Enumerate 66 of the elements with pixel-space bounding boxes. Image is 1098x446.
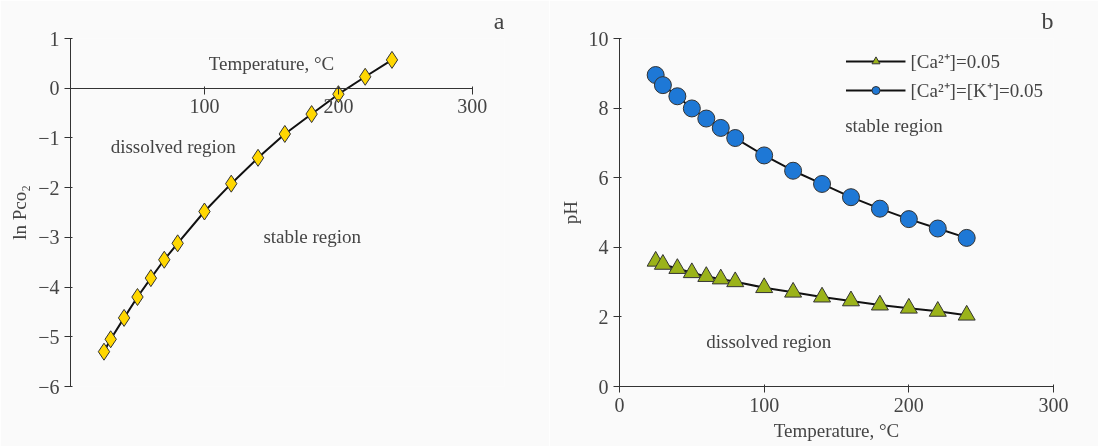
point (784, 281, 803, 298)
y-tick-label: −4 (38, 276, 60, 299)
x-tick-label: 300 (1038, 393, 1069, 416)
y-tick-label: 0 (49, 77, 60, 100)
y-tick-label: −2 (38, 176, 60, 199)
point (144, 269, 158, 288)
x-tick-label: 0 (614, 393, 625, 416)
point (97, 342, 111, 361)
annotation: dissolved region (706, 330, 832, 352)
chart-title: b (1041, 7, 1054, 34)
y-tick-label: −3 (38, 226, 60, 249)
y-axis-title: ln Pco₂ (9, 185, 31, 240)
y-axis-title: pH (559, 200, 581, 225)
point (653, 76, 672, 95)
point (726, 271, 745, 288)
point (870, 199, 889, 218)
x-tick-label: 200 (323, 95, 354, 118)
legend-label: [Ca²⁺]=0.05 (910, 50, 1000, 74)
y-tick-label: 1 (49, 27, 60, 50)
point (711, 118, 730, 137)
point (784, 161, 803, 180)
y-tick-label: −1 (38, 126, 60, 149)
point (682, 262, 701, 279)
point (755, 146, 774, 165)
x-axis-title: Temperature, °C (773, 419, 900, 441)
point (251, 148, 265, 167)
y-tick-label: 8 (598, 97, 609, 120)
y-tick-label: −6 (38, 375, 60, 398)
legend-label: [Ca²⁺]=[K⁺]=0.05 (910, 79, 1043, 103)
y-tick-label: 0 (598, 375, 609, 398)
point (813, 286, 832, 303)
point (870, 294, 889, 311)
x-tick-label: 300 (457, 95, 488, 118)
x-tick-label: 100 (749, 393, 780, 416)
point (957, 304, 976, 321)
y-tick-label: 2 (598, 305, 609, 328)
y-tick-label: 10 (588, 27, 609, 50)
y-tick-label: 4 (598, 236, 609, 259)
point (755, 277, 774, 294)
point (117, 308, 131, 327)
point (385, 50, 399, 69)
annotation: stable region (845, 114, 944, 136)
point (813, 174, 832, 193)
x-tick-label: 100 (189, 95, 220, 118)
point (711, 268, 730, 285)
annotation: stable region (263, 226, 362, 248)
point (682, 99, 701, 118)
x-axis-title: Temperature, °C (208, 53, 335, 75)
point (957, 228, 976, 247)
point (841, 290, 860, 307)
annotation: dissolved region (110, 135, 237, 157)
point (899, 297, 918, 314)
point (697, 266, 716, 282)
point (697, 109, 716, 128)
point (899, 210, 918, 229)
point (841, 188, 860, 207)
point (668, 258, 687, 274)
x-tick-label: 200 (893, 393, 924, 416)
point (726, 129, 745, 148)
point (928, 301, 947, 317)
chart-title: a (493, 7, 505, 34)
point (668, 87, 687, 106)
y-tick-label: −5 (38, 325, 60, 348)
point (653, 254, 672, 270)
y-tick-label: 6 (598, 166, 609, 189)
point (928, 219, 947, 238)
